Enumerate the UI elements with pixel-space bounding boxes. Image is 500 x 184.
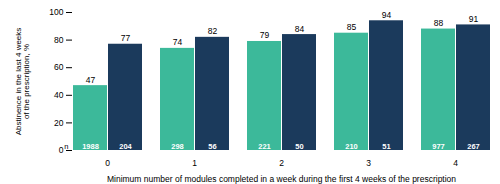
svg-text:Abstinence in the last 4 weeks: Abstinence in the last 4 weeksof the pre… — [14, 28, 31, 136]
svg-text:0: 0 — [105, 158, 110, 168]
svg-text:210: 210 — [345, 142, 358, 151]
svg-text:204: 204 — [119, 142, 132, 151]
svg-text:2: 2 — [279, 158, 284, 168]
svg-text:80: 80 — [54, 35, 64, 45]
svg-text:298: 298 — [171, 142, 184, 151]
svg-text:977: 977 — [432, 142, 445, 151]
svg-text:1988: 1988 — [82, 142, 99, 151]
svg-text:221: 221 — [258, 142, 271, 151]
svg-text:60: 60 — [54, 62, 64, 72]
svg-text:91: 91 — [469, 14, 479, 24]
svg-text:47: 47 — [86, 75, 96, 85]
svg-text:3: 3 — [366, 158, 371, 168]
svg-text:82: 82 — [208, 26, 218, 36]
svg-text:n: n — [64, 142, 68, 151]
svg-text:Minimum number of modules comp: Minimum number of modules completed in a… — [107, 174, 456, 184]
svg-text:51: 51 — [382, 142, 390, 151]
svg-text:40: 40 — [54, 90, 64, 100]
svg-text:77: 77 — [121, 33, 131, 43]
svg-text:100: 100 — [49, 7, 63, 17]
svg-text:20: 20 — [54, 118, 64, 128]
svg-text:267: 267 — [467, 142, 480, 151]
svg-text:85: 85 — [347, 22, 357, 32]
svg-text:50: 50 — [295, 142, 303, 151]
svg-text:79: 79 — [260, 30, 270, 40]
svg-text:88: 88 — [434, 18, 444, 28]
svg-text:4: 4 — [453, 158, 458, 168]
svg-text:0: 0 — [59, 145, 64, 155]
svg-text:94: 94 — [382, 10, 392, 20]
svg-text:1: 1 — [192, 158, 197, 168]
svg-text:84: 84 — [295, 24, 305, 34]
svg-text:56: 56 — [208, 142, 216, 151]
svg-text:74: 74 — [173, 37, 183, 47]
